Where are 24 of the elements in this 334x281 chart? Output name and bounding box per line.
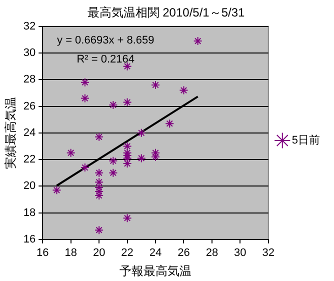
x-tick-label: 32 — [262, 247, 275, 260]
y-tick-label: 20 — [23, 180, 36, 192]
x-tick-label: 16 — [36, 247, 49, 260]
x-tick-label: 28 — [206, 247, 218, 260]
y-tick-label: 30 — [23, 47, 36, 60]
legend-label: 5日前 — [292, 134, 320, 147]
x-tick-label: 26 — [178, 247, 190, 260]
y-tick-label: 18 — [23, 206, 36, 219]
y-tick-label: 32 — [23, 20, 36, 32]
x-tick-label: 22 — [121, 247, 134, 260]
y-tick-label: 16 — [23, 233, 36, 246]
x-tick-label: 30 — [234, 247, 246, 260]
y-tick-label: 28 — [23, 74, 36, 86]
annotation: y = 0.6693x + 8.659 — [57, 34, 154, 46]
x-tick-label: 24 — [149, 247, 162, 260]
y-tick-label: 26 — [23, 100, 36, 112]
x-tick-label: 18 — [64, 247, 77, 260]
chart-title: 最高気温相関 2010/5/1～5/31 — [87, 6, 246, 20]
y-tick-label: 24 — [23, 126, 36, 139]
y-axis-title: 実績最高気温 — [4, 96, 18, 169]
x-axis-title: 予報最高気温 — [120, 264, 192, 278]
y-tick-label: 22 — [23, 154, 36, 166]
annotation: R² = 0.2164 — [76, 53, 135, 66]
x-tick-label: 20 — [92, 247, 106, 260]
